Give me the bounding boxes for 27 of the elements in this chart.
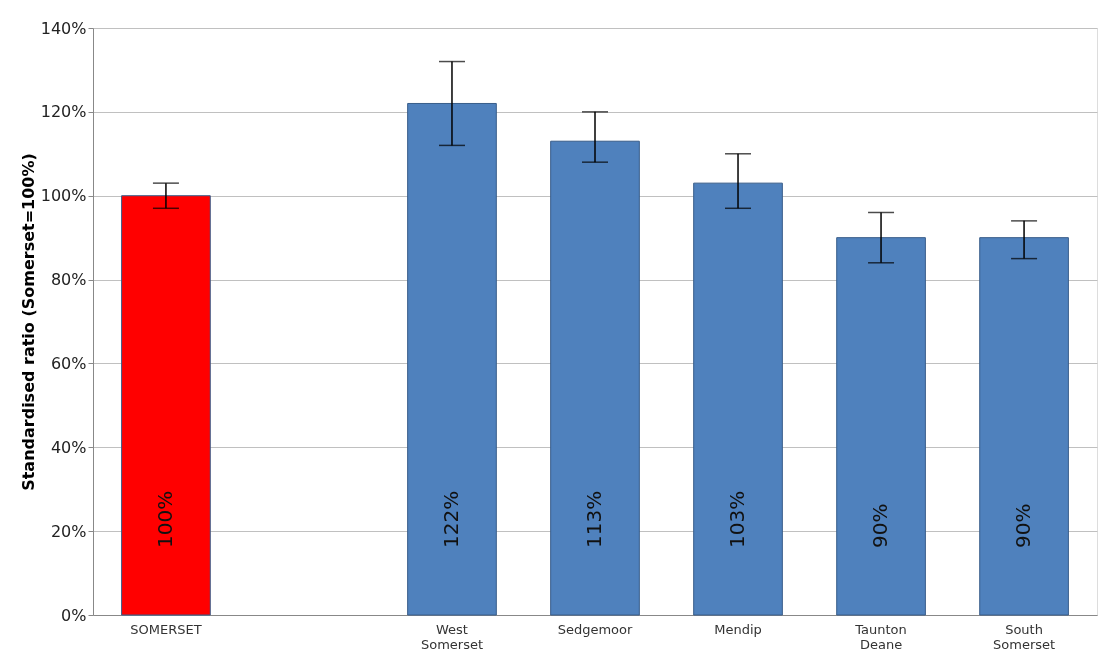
x-tick-label: SOMERSET	[130, 621, 202, 637]
y-tick-label: 0%	[61, 605, 87, 625]
bar	[407, 102, 497, 616]
x-tick-label: Taunton Deane	[854, 621, 907, 652]
data-label: 113%	[582, 490, 606, 548]
x-tick-label: South Somerset	[993, 621, 1056, 652]
y-tick-label: 100%	[40, 186, 87, 206]
x-tick-label: Mendip	[714, 621, 762, 637]
y-tick-label: 120%	[40, 102, 87, 122]
bar	[550, 140, 640, 616]
data-label: 100%	[152, 490, 177, 548]
y-tick-label: 140%	[40, 18, 87, 38]
y-axis-title: Standardised ratio (Somerset=100%)	[18, 153, 38, 491]
data-label: 90%	[1011, 503, 1036, 548]
y-tick-label: 80%	[50, 270, 87, 290]
y-tick-label: 40%	[50, 437, 87, 457]
data-label: 90%	[868, 503, 893, 548]
y-tick-label: 20%	[50, 521, 87, 541]
y-tick-label: 60%	[50, 353, 87, 373]
bar	[979, 237, 1069, 616]
x-tick-label: Sedgemoor	[557, 621, 633, 637]
data-label: 103%	[725, 490, 750, 548]
bar	[693, 182, 783, 616]
data-label: 122%	[438, 490, 463, 548]
bar	[121, 195, 211, 616]
bar	[836, 237, 926, 616]
x-tick-label: West Somerset	[420, 621, 484, 652]
